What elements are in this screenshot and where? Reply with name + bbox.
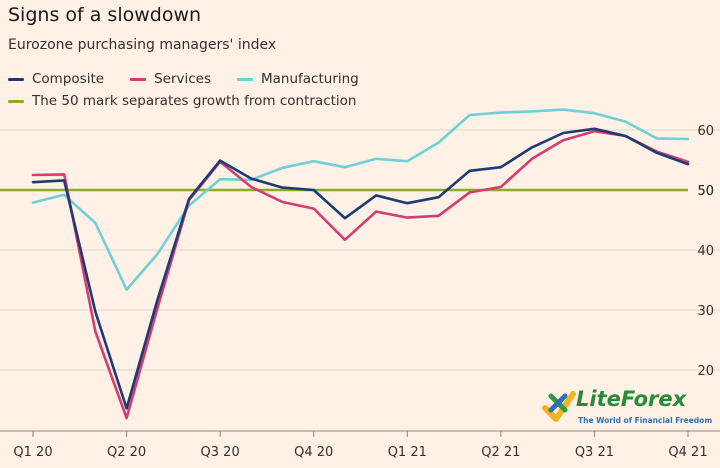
x-tick-label-0: Q1 20 [13,445,52,460]
series-line-composite [31,127,690,410]
legend-label-threshold: The 50 mark separates growth from contra… [32,93,357,109]
legend-swatch-threshold [8,99,24,103]
y-tick-label-20: 20 [697,364,714,379]
legend-swatch-composite [8,77,24,81]
legend-item-manufacturing: Manufacturing [237,71,359,87]
y-tick-label-30: 30 [697,304,714,319]
grid-layer [0,129,720,437]
chart-subtitle: Eurozone purchasing managers' index [8,37,277,53]
legend-swatch-services [130,77,147,81]
legend-label-composite: Composite [32,71,105,87]
chart-title: Signs of a slowdown [8,4,202,26]
tick-layer: 20 30 40 50 60 Q1 20 Q2 20 Q3 20 Q4 20 Q1 21 Q2 21… [13,124,714,460]
legend-label-services: Services [154,71,211,87]
y-tick-label-60: 60 [697,124,714,139]
series-line-services [31,129,690,420]
legend: Composite Services Manufacturing The 50 … [8,68,385,112]
legend-item-threshold: The 50 mark separates growth from contra… [8,93,357,109]
y-tick-label-40: 40 [697,244,714,259]
legend-label-manufacturing: Manufacturing [261,71,359,87]
logo-name: LiteForex [576,387,687,411]
x-tick-label-6: Q3 21 [575,445,614,460]
liteforex-logo-icon [542,391,576,422]
x-tick-label-4: Q1 21 [388,445,427,460]
liteforex-logo: LiteForex The World of Financial Freedom [540,386,712,434]
x-tick-label-2: Q3 20 [201,445,240,460]
x-tick-label-3: Q4 20 [294,445,333,460]
legend-item-composite: Composite [8,71,104,87]
legend-item-services: Services [130,71,211,87]
y-tick-label-50: 50 [697,184,714,199]
logo-tagline: The World of Financial Freedom [578,416,713,425]
legend-swatch-manufacturing [237,77,253,81]
y-tick-label-50: 50 [697,184,714,199]
x-tick-label-5: Q2 21 [481,445,520,460]
series-layer [31,108,690,420]
x-tick-label-1: Q2 20 [107,445,146,460]
series-line-manufacturing [31,108,690,291]
x-tick-label-7: Q4 21 [668,445,707,460]
